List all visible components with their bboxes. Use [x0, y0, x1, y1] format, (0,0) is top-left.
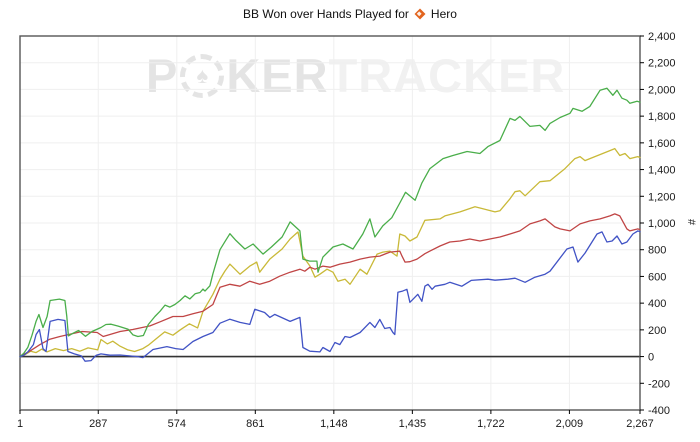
- green-line: [19, 87, 641, 358]
- watermark-ker: KER: [226, 49, 329, 102]
- y-tick-label: 1,400: [648, 165, 676, 177]
- chart-title-text: BB Won over Hands Played for: [243, 7, 409, 21]
- diamond-icon: [414, 8, 426, 20]
- y-tick-label: 2,200: [648, 58, 676, 70]
- watermark-p: P: [146, 49, 179, 102]
- y-tick-label: 200: [648, 325, 666, 337]
- x-tick-label: 1,435: [399, 418, 427, 430]
- y-axis-title: #: [685, 219, 697, 226]
- y-tick-label: 1,200: [648, 191, 676, 203]
- y-tick-label: 2,400: [648, 31, 676, 43]
- poker-chip-icon: ♠: [180, 53, 225, 98]
- y-tick-label: 2,000: [648, 84, 676, 96]
- y-tick-label: -400: [648, 405, 670, 417]
- y-tick-label: 1,800: [648, 111, 676, 123]
- y-tick-label: 600: [648, 271, 666, 283]
- x-tick-label: 287: [89, 418, 107, 430]
- chart-title-player: Hero: [430, 7, 457, 21]
- y-tick-label: -200: [648, 378, 670, 390]
- red-line: [19, 213, 641, 358]
- y-tick-label: 1,600: [648, 138, 676, 150]
- spade-icon: ♠: [196, 62, 209, 88]
- blue-line: [19, 230, 641, 362]
- gold-line: [19, 147, 641, 358]
- y-tick-label: 400: [648, 298, 666, 310]
- x-tick-label: 861: [246, 418, 264, 430]
- x-tick-label: 2,009: [556, 418, 584, 430]
- chart-title: BB Won over Hands Played for Hero: [0, 7, 700, 21]
- watermark-tracker: TRACKER: [328, 49, 566, 102]
- x-tick-label: 2,267: [626, 418, 654, 430]
- x-tick-label: 1: [17, 418, 23, 430]
- y-tick-label: 800: [648, 245, 666, 257]
- pokertracker-watermark: P ♠ KER TRACKER: [146, 52, 565, 99]
- x-tick-label: 1,722: [477, 418, 505, 430]
- y-tick-label: 0: [648, 352, 654, 364]
- x-tick-label: 1,148: [320, 418, 348, 430]
- x-tick-label: 574: [168, 418, 186, 430]
- y-tick-label: 1,000: [648, 218, 676, 230]
